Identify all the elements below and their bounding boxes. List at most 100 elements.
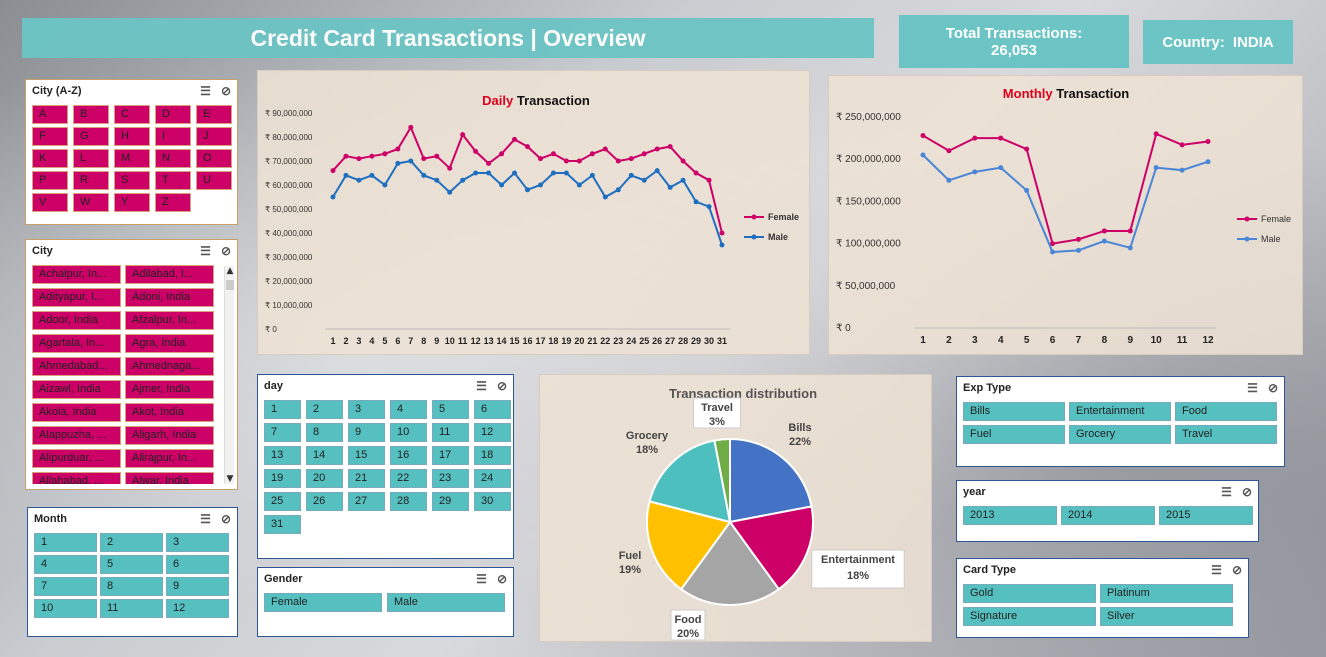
slicer-item[interactable]: 3 <box>348 400 385 419</box>
slicer-item[interactable]: Platinum <box>1100 584 1233 603</box>
slicer-item[interactable]: Alappuzha, ... <box>32 426 121 445</box>
slicer-item[interactable]: I <box>155 127 191 146</box>
slicer-item[interactable]: 4 <box>390 400 427 419</box>
slicer-item[interactable]: 2013 <box>963 506 1057 525</box>
slicer-item[interactable]: Ahmednaga... <box>125 357 214 376</box>
slicer-item[interactable]: B <box>73 105 109 124</box>
slicer-item[interactable]: 2 <box>306 400 343 419</box>
slicer-item[interactable]: 9 <box>348 423 385 442</box>
slicer-item[interactable]: Grocery <box>1069 425 1171 444</box>
slicer-item[interactable]: 21 <box>348 469 385 488</box>
scroll-down-icon[interactable]: ▼ <box>226 474 234 484</box>
slicer-item[interactable]: R <box>73 171 109 190</box>
slicer-item[interactable]: G <box>73 127 109 146</box>
slicer-item[interactable]: Afzalpur, In... <box>125 311 214 330</box>
slicer-item[interactable]: Adoor, India <box>32 311 121 330</box>
slicer-item[interactable]: 3 <box>166 533 229 552</box>
slicer-item[interactable]: Z <box>155 193 191 212</box>
slicer-item[interactable]: 18 <box>474 446 511 465</box>
clear-filter-icon[interactable]: ⊘ <box>1231 563 1242 577</box>
slicer-item[interactable]: Food <box>1175 402 1277 421</box>
slicer-item[interactable]: Aizawl, India <box>32 380 121 399</box>
slicer-item[interactable]: 19 <box>264 469 301 488</box>
slicer-item[interactable]: T <box>155 171 191 190</box>
scroll-thumb[interactable] <box>226 280 234 290</box>
slicer-item[interactable]: Female <box>264 593 382 612</box>
slicer-item[interactable]: 5 <box>432 400 469 419</box>
slicer-item[interactable]: Akot, India <box>125 403 214 422</box>
slicer-item[interactable]: E <box>196 105 232 124</box>
slicer-item[interactable]: 5 <box>100 555 163 574</box>
multi-select-icon[interactable]: ☰ <box>200 84 211 98</box>
slicer-item[interactable]: 15 <box>348 446 385 465</box>
slicer-item[interactable]: 2014 <box>1061 506 1155 525</box>
slicer-item[interactable]: Fuel <box>963 425 1065 444</box>
slicer-item[interactable]: Alipurduar, ... <box>32 449 121 468</box>
slicer-item[interactable]: 25 <box>264 492 301 511</box>
slicer-item[interactable]: 6 <box>474 400 511 419</box>
slicer-item[interactable]: 22 <box>390 469 427 488</box>
scroll-up-icon[interactable]: ▲ <box>226 266 234 276</box>
slicer-item[interactable]: 9 <box>166 577 229 596</box>
city-scrollbar[interactable]: ▲ ▼ <box>224 266 234 484</box>
slicer-item[interactable]: Agra, India <box>125 334 214 353</box>
slicer-item[interactable]: V <box>32 193 68 212</box>
slicer-item[interactable]: Alirajpur, In... <box>125 449 214 468</box>
slicer-item[interactable]: 4 <box>34 555 97 574</box>
multi-select-icon[interactable]: ☰ <box>1247 381 1258 395</box>
slicer-item[interactable]: 16 <box>390 446 427 465</box>
clear-filter-icon[interactable]: ⊘ <box>496 572 507 586</box>
multi-select-icon[interactable]: ☰ <box>476 379 487 393</box>
slicer-item[interactable]: 31 <box>264 515 301 534</box>
slicer-item[interactable]: 11 <box>100 599 163 618</box>
slicer-item[interactable]: Y <box>114 193 150 212</box>
slicer-item[interactable]: Aligarh, India <box>125 426 214 445</box>
clear-filter-icon[interactable]: ⊘ <box>496 379 507 393</box>
multi-select-icon[interactable]: ☰ <box>1221 485 1232 499</box>
clear-filter-icon[interactable]: ⊘ <box>220 84 231 98</box>
slicer-item[interactable]: 30 <box>474 492 511 511</box>
slicer-item[interactable]: H <box>114 127 150 146</box>
slicer-item[interactable]: Adilabad, I... <box>125 265 214 284</box>
slicer-item[interactable]: J <box>196 127 232 146</box>
slicer-item[interactable]: 12 <box>166 599 229 618</box>
slicer-item[interactable]: 12 <box>474 423 511 442</box>
slicer-item[interactable]: Bills <box>963 402 1065 421</box>
multi-select-icon[interactable]: ☰ <box>200 512 211 526</box>
slicer-item[interactable]: N <box>155 149 191 168</box>
slicer-item[interactable]: D <box>155 105 191 124</box>
slicer-item[interactable]: L <box>73 149 109 168</box>
clear-filter-icon[interactable]: ⊘ <box>1267 381 1278 395</box>
slicer-item[interactable]: 2 <box>100 533 163 552</box>
slicer-item[interactable]: Male <box>387 593 505 612</box>
slicer-item[interactable]: 27 <box>348 492 385 511</box>
slicer-item[interactable]: O <box>196 149 232 168</box>
slicer-item[interactable]: Silver <box>1100 607 1233 626</box>
slicer-item[interactable]: Achalpur, In... <box>32 265 121 284</box>
slicer-item[interactable]: F <box>32 127 68 146</box>
slicer-item[interactable]: 10 <box>390 423 427 442</box>
slicer-item[interactable]: 7 <box>264 423 301 442</box>
slicer-item[interactable]: Entertainment <box>1069 402 1171 421</box>
slicer-item[interactable]: Gold <box>963 584 1096 603</box>
slicer-item[interactable]: Akola, India <box>32 403 121 422</box>
slicer-item[interactable]: Allahabad, ... <box>32 472 121 484</box>
slicer-item[interactable]: Alwar, India <box>125 472 214 484</box>
slicer-item[interactable]: 8 <box>100 577 163 596</box>
slicer-item[interactable]: S <box>114 171 150 190</box>
slicer-item[interactable]: P <box>32 171 68 190</box>
multi-select-icon[interactable]: ☰ <box>200 244 211 258</box>
slicer-item[interactable]: 7 <box>34 577 97 596</box>
slicer-item[interactable]: 6 <box>166 555 229 574</box>
slicer-item[interactable]: U <box>196 171 232 190</box>
slicer-item[interactable]: W <box>73 193 109 212</box>
slicer-item[interactable]: A <box>32 105 68 124</box>
slicer-item[interactable]: C <box>114 105 150 124</box>
multi-select-icon[interactable]: ☰ <box>476 572 487 586</box>
slicer-item[interactable]: 2015 <box>1159 506 1253 525</box>
clear-filter-icon[interactable]: ⊘ <box>220 244 231 258</box>
slicer-item[interactable]: Adoni, India <box>125 288 214 307</box>
slicer-item[interactable]: 20 <box>306 469 343 488</box>
clear-filter-icon[interactable]: ⊘ <box>220 512 231 526</box>
slicer-item[interactable]: 10 <box>34 599 97 618</box>
